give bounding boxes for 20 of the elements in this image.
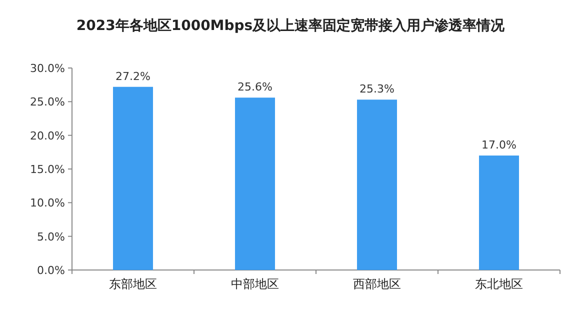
data-label: 27.2% xyxy=(116,70,150,83)
y-tick-label: 10.0% xyxy=(30,196,65,210)
data-label: 25.3% xyxy=(360,82,394,96)
data-label: 25.6% xyxy=(238,80,272,94)
x-tick-label: 东北地区 xyxy=(475,277,523,291)
bar xyxy=(235,98,275,270)
x-tick-label: 东部地区 xyxy=(109,277,157,291)
x-tick-label: 中部地区 xyxy=(231,277,279,291)
y-tick-label: 5.0% xyxy=(37,230,65,244)
x-tick-label: 西部地区 xyxy=(353,277,401,291)
chart-title: 2023年各地区1000Mbps及以上速率固定宽带接入用户渗透率情况 xyxy=(76,17,506,34)
y-tick-label: 20.0% xyxy=(30,129,65,142)
y-tick-label: 30.0% xyxy=(30,62,65,75)
bar xyxy=(113,86,153,270)
bar xyxy=(479,156,519,270)
y-tick-label: 0.0% xyxy=(37,264,65,277)
y-tick-label: 15.0% xyxy=(30,163,65,176)
data-label: 17.0% xyxy=(482,138,516,152)
bar xyxy=(357,100,397,270)
y-tick-label: 25.0% xyxy=(30,96,65,109)
